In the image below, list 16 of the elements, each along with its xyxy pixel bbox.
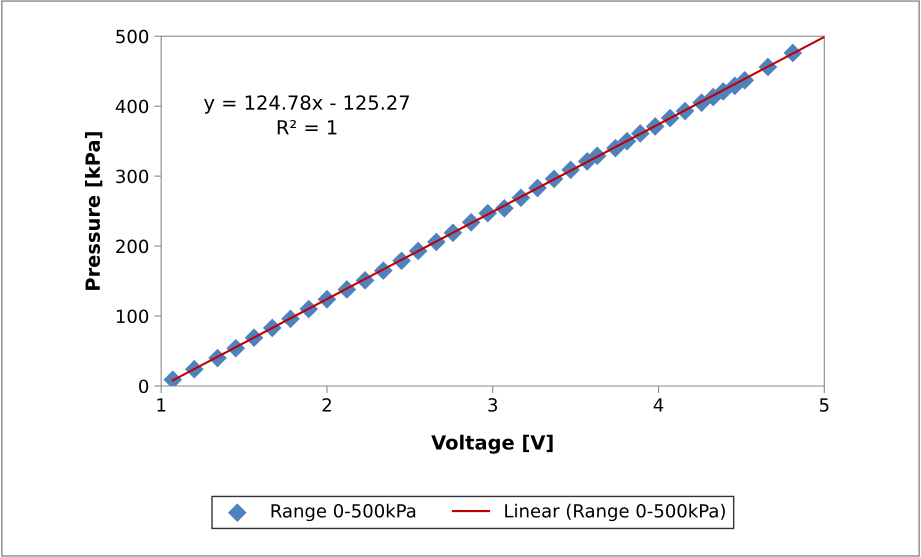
x-tick-label: 3 xyxy=(488,398,498,412)
annotation: y = 124.78x - 125.27 R² = 1 xyxy=(204,95,409,134)
legend-label: Range 0-500kPa xyxy=(272,504,416,522)
x-tick-label: 4 xyxy=(654,398,664,412)
x-tick-label: 5 xyxy=(820,398,828,412)
y-tick-label: 500 xyxy=(116,30,148,44)
x-tick-label: 2 xyxy=(322,398,331,412)
y-axis-title: Pressure [kPa] xyxy=(84,132,102,290)
y-tick-label: 0 xyxy=(139,379,148,394)
x-tick-label: 1 xyxy=(157,398,166,412)
y-tick-label: 100 xyxy=(116,310,148,324)
y-tick-label: 400 xyxy=(116,100,148,114)
y-tick-label: 300 xyxy=(116,170,148,184)
x-axis-title: Voltage [V] xyxy=(431,434,553,454)
y-tick-label: 200 xyxy=(116,240,148,254)
legend-label: Linear (Range 0-500kPa) xyxy=(505,504,725,522)
